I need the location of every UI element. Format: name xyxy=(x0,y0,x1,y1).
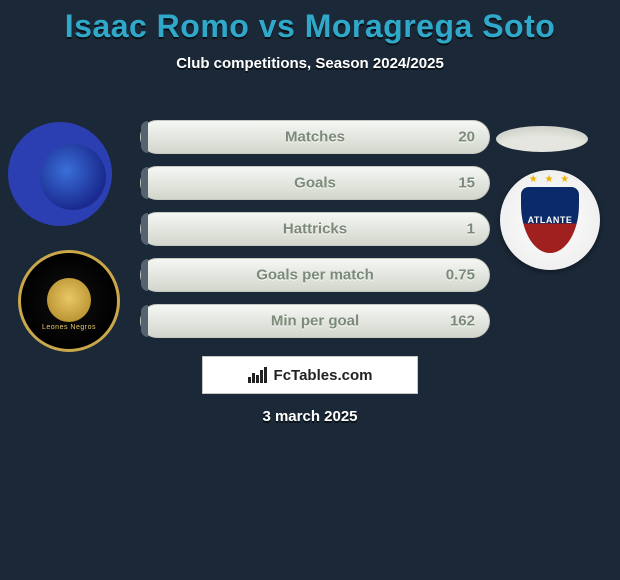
stat-row: Goals per match 0.75 xyxy=(140,258,490,292)
stat-label: Goals per match xyxy=(256,267,374,284)
crest-right-label: ATLANTE xyxy=(528,215,573,225)
lion-icon xyxy=(47,278,91,322)
stat-label: Matches xyxy=(285,129,345,146)
bar-chart-icon xyxy=(248,367,268,383)
club-crest-left: Leones Negros xyxy=(18,250,120,352)
stars-icon: ★ ★ ★ xyxy=(500,174,600,185)
stat-right-value: 0.75 xyxy=(446,267,475,284)
stat-label: Goals xyxy=(294,175,336,192)
generated-date: 3 march 2025 xyxy=(0,408,620,425)
stat-right-value: 162 xyxy=(450,313,475,330)
stat-row: Matches 20 xyxy=(140,120,490,154)
stat-left-fill xyxy=(141,121,148,153)
stat-label: Min per goal xyxy=(271,313,359,330)
stat-right-value: 15 xyxy=(458,175,475,192)
stat-left-fill xyxy=(141,167,148,199)
stats-rows: Matches 20 Goals 15 Hattricks 1 Goals pe… xyxy=(140,120,490,350)
comparison-subtitle: Club competitions, Season 2024/2025 xyxy=(0,55,620,72)
stat-left-fill xyxy=(141,213,148,245)
stat-right-value: 20 xyxy=(458,129,475,146)
brand-badge[interactable]: FcTables.com xyxy=(202,356,418,394)
stat-row: Hattricks 1 xyxy=(140,212,490,246)
stat-label: Hattricks xyxy=(283,221,347,238)
player-photo-left xyxy=(8,122,112,226)
stat-left-fill xyxy=(141,305,148,337)
player-photo-right-placeholder xyxy=(496,126,588,152)
stat-left-fill xyxy=(141,259,148,291)
stat-row: Goals 15 xyxy=(140,166,490,200)
crest-left-label: Leones Negros xyxy=(42,324,96,331)
stat-right-value: 1 xyxy=(467,221,475,238)
stat-row: Min per goal 162 xyxy=(140,304,490,338)
club-crest-right: ★ ★ ★ ATLANTE xyxy=(500,170,600,270)
comparison-title: Isaac Romo vs Moragrega Soto xyxy=(0,8,620,45)
shield-icon: ATLANTE xyxy=(521,187,579,253)
brand-text: FcTables.com xyxy=(274,367,373,384)
